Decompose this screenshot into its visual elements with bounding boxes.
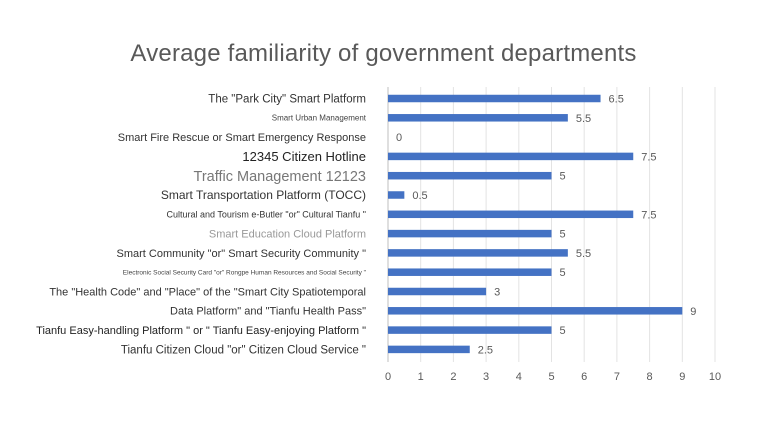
- data-label: 7.5: [641, 209, 656, 221]
- category-label: Cultural and Tourism e-Butler "or" Cultu…: [166, 209, 366, 219]
- bar: [388, 94, 601, 103]
- category-label: Tianfu Citizen Cloud "or" Citizen Cloud …: [121, 344, 366, 356]
- category-label: The "Health Code" and "Place" of the "Sm…: [49, 286, 366, 298]
- category-label: 12345 Citizen Hotline: [242, 149, 366, 164]
- x-tick-label: 4: [516, 371, 522, 383]
- chart-title: Average familiarity of government depart…: [130, 40, 637, 67]
- category-label: Smart Community "or" Smart Security Comm…: [117, 248, 367, 260]
- data-label: 5: [560, 267, 566, 279]
- data-label: 3: [494, 287, 500, 299]
- bar: [388, 114, 568, 122]
- x-tick-label: 9: [679, 371, 685, 383]
- data-label: 5: [560, 229, 566, 241]
- x-tick-label: 7: [614, 371, 620, 383]
- data-label: 0.5: [412, 190, 427, 202]
- category-label: Smart Urban Management: [272, 114, 367, 123]
- x-tick-label: 5: [548, 371, 554, 383]
- category-label: Smart Transportation Platform (TOCC): [161, 188, 366, 202]
- data-label: 5.5: [576, 113, 591, 125]
- category-label: Tianfu Easy-handling Platform " or " Tia…: [36, 325, 366, 337]
- bar: [388, 287, 487, 296]
- bar: [388, 345, 470, 354]
- bar: [388, 326, 552, 334]
- data-label: 5: [560, 171, 566, 183]
- data-label: 5: [560, 325, 566, 337]
- bar: [388, 307, 683, 315]
- category-label: Traffic Management 12123: [194, 169, 367, 185]
- data-label: 2.5: [478, 344, 493, 356]
- x-tick-label: 6: [581, 371, 587, 383]
- category-label: Data Platform" and "Tianfu Health Pass": [170, 306, 366, 318]
- data-label: 0: [396, 132, 402, 144]
- x-tick-label: 10: [709, 371, 721, 383]
- data-label: 9: [690, 306, 696, 318]
- category-label: Smart Education Cloud Platform: [209, 228, 366, 240]
- bar: [388, 268, 552, 276]
- x-tick-label: 0: [385, 371, 391, 383]
- bar: [388, 171, 552, 180]
- x-tick-label: 8: [647, 371, 653, 383]
- bar: [388, 249, 568, 257]
- x-tick-label: 2: [450, 371, 456, 383]
- category-label: Electronic Social Security Card "or" Ron…: [123, 269, 367, 276]
- data-label: 5.5: [576, 248, 591, 260]
- data-label: 7.5: [641, 151, 656, 163]
- category-label: Smart Fire Rescue or Smart Emergency Res…: [118, 132, 366, 144]
- bar: [388, 191, 405, 199]
- category-label: The "Park City" Smart Platform: [208, 94, 366, 106]
- data-label: 6.5: [609, 94, 624, 106]
- bar: [388, 152, 634, 161]
- bar: [388, 229, 552, 238]
- x-tick-label: 3: [483, 371, 489, 383]
- bar: [388, 210, 634, 219]
- x-tick-label: 1: [418, 371, 424, 383]
